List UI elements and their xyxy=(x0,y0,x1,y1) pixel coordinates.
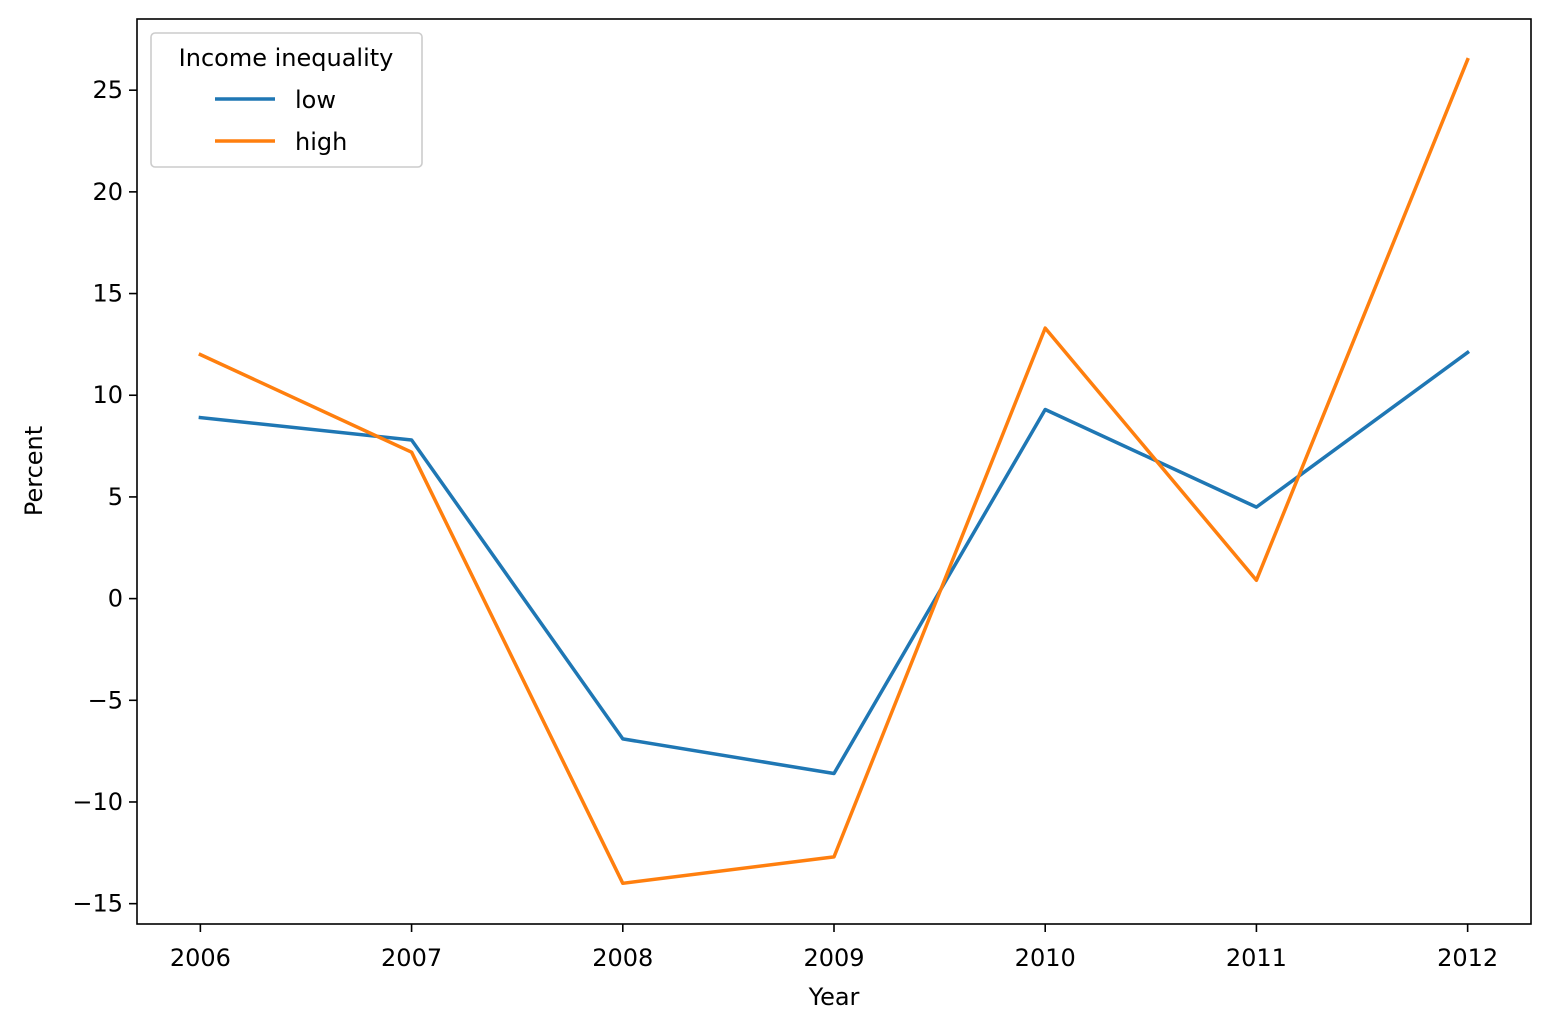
legend-title: Income inequality xyxy=(179,44,394,72)
x-tick-label: 2006 xyxy=(170,944,231,972)
y-tick-label: 0 xyxy=(108,585,123,613)
legend-box xyxy=(150,32,423,168)
x-axis-label: Year xyxy=(808,983,860,1011)
series-line-low xyxy=(198,350,1471,776)
y-tick-label: −5 xyxy=(88,686,123,714)
x-tick-label: 2007 xyxy=(381,944,442,972)
legend-label-low: low xyxy=(295,86,336,114)
x-tick-label: 2012 xyxy=(1437,944,1498,972)
y-tick-label: 5 xyxy=(108,483,123,511)
x-tick-label: 2009 xyxy=(803,944,864,972)
y-tick-label: 15 xyxy=(92,280,123,308)
legend-label-high: high xyxy=(295,128,347,156)
y-tick-label: −15 xyxy=(72,890,123,918)
y-axis-label: Percent xyxy=(20,426,48,516)
y-tick-label: 10 xyxy=(92,381,123,409)
series-layer xyxy=(198,57,1471,886)
x-axis: 2006 2007 2008 2009 2010 2011 2012 xyxy=(170,924,1498,972)
x-tick-label: 2011 xyxy=(1226,944,1287,972)
y-tick-label: −10 xyxy=(72,788,123,816)
y-axis: −15 −10 −5 0 5 10 15 20 25 xyxy=(72,76,137,918)
x-tick-label: 2010 xyxy=(1015,944,1076,972)
y-tick-label: 25 xyxy=(92,76,123,104)
y-tick-label: 20 xyxy=(92,178,123,206)
x-tick-label: 2008 xyxy=(592,944,653,972)
legend: Income inequality low high xyxy=(150,32,423,168)
series-line-high xyxy=(198,57,1470,886)
